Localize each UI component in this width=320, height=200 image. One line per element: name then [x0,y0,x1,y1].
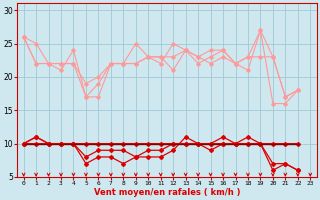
X-axis label: Vent moyen/en rafales ( km/h ): Vent moyen/en rafales ( km/h ) [94,188,240,197]
